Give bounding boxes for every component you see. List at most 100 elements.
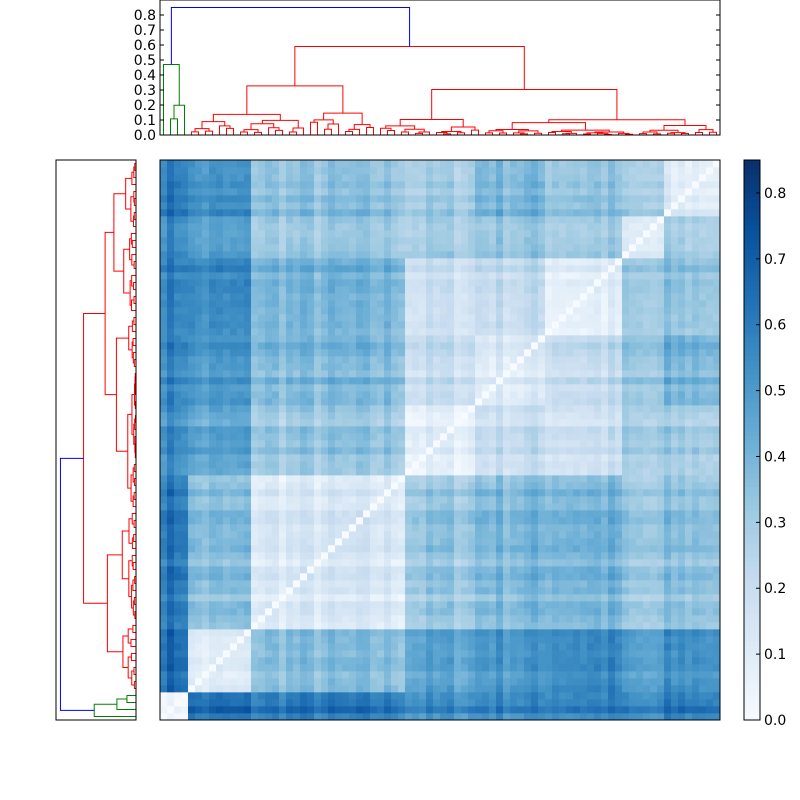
heatmap-cell (258, 328, 266, 336)
heatmap-cell (664, 503, 672, 511)
heatmap-cell (510, 713, 518, 721)
heatmap-cell (601, 629, 609, 637)
heatmap-cell (524, 538, 532, 546)
heatmap-cell (461, 454, 469, 462)
heatmap-cell (258, 377, 266, 385)
heatmap-cell (706, 482, 714, 490)
heatmap-cell (713, 384, 721, 392)
heatmap-cell (482, 622, 490, 630)
heatmap-cell (279, 321, 287, 329)
heatmap-cell (678, 377, 686, 385)
heatmap-cell (412, 426, 420, 434)
heatmap-cell (524, 391, 532, 399)
heatmap-cell (503, 307, 511, 315)
heatmap-cell (363, 559, 371, 567)
heatmap-cell (629, 587, 637, 595)
heatmap-cell (167, 699, 175, 707)
heatmap-cell (482, 307, 490, 315)
heatmap-cell (342, 573, 350, 581)
heatmap-cell (559, 650, 567, 658)
heatmap-cell (181, 349, 189, 357)
heatmap-cell (237, 300, 245, 308)
heatmap-cell (678, 510, 686, 518)
heatmap-cell (426, 496, 434, 504)
heatmap-cell (699, 314, 707, 322)
heatmap-cell (671, 559, 679, 567)
heatmap-cell (223, 440, 231, 448)
heatmap-cell (209, 545, 217, 553)
heatmap-cell (237, 328, 245, 336)
heatmap-cell (356, 454, 364, 462)
heatmap-cell (643, 454, 651, 462)
heatmap-cell (174, 321, 182, 329)
heatmap-cell (398, 412, 406, 420)
heatmap-cell (454, 629, 462, 637)
heatmap-cell (657, 608, 665, 616)
heatmap-cell (216, 426, 224, 434)
heatmap-cell (573, 461, 581, 469)
heatmap-cell (643, 356, 651, 364)
heatmap-cell (447, 552, 455, 560)
heatmap-cell (363, 363, 371, 371)
heatmap-cell (440, 573, 448, 581)
heatmap-cell (370, 510, 378, 518)
heatmap-cell (202, 370, 210, 378)
heatmap-cell (629, 657, 637, 665)
heatmap-cell (370, 300, 378, 308)
heatmap-cell (405, 307, 413, 315)
heatmap-cell (671, 699, 679, 707)
heatmap-cell (475, 664, 483, 672)
heatmap-cell (216, 356, 224, 364)
heatmap-cell (636, 377, 644, 385)
heatmap-cell (314, 608, 322, 616)
heatmap-cell (223, 566, 231, 574)
heatmap-cell (447, 349, 455, 357)
heatmap-cell (517, 531, 525, 539)
heatmap-cell (167, 664, 175, 672)
heatmap-cell (629, 398, 637, 406)
heatmap-cell (615, 650, 623, 658)
heatmap-cell (580, 566, 588, 574)
heatmap-cell (629, 650, 637, 658)
heatmap-cell (671, 370, 679, 378)
heatmap-cell (328, 335, 336, 343)
heatmap-cell (685, 573, 693, 581)
heatmap-cell (188, 524, 196, 532)
heatmap-cell (559, 573, 567, 581)
heatmap-cell (321, 412, 329, 420)
heatmap-cell (608, 391, 616, 399)
heatmap-cell (265, 496, 273, 504)
heatmap-cell (384, 566, 392, 574)
heatmap-cell (524, 636, 532, 644)
heatmap-cell (678, 622, 686, 630)
heatmap-cell (202, 363, 210, 371)
heatmap-cell (286, 517, 294, 525)
heatmap-cell (272, 503, 280, 511)
heatmap-cell (209, 692, 217, 700)
heatmap-cell (405, 370, 413, 378)
heatmap-cell (510, 615, 518, 623)
heatmap-cell (489, 405, 497, 413)
heatmap-cell (713, 587, 721, 595)
heatmap-cell (384, 671, 392, 679)
heatmap-cell (552, 475, 560, 483)
heatmap-cell (510, 692, 518, 700)
heatmap-cell (321, 566, 329, 574)
heatmap-cell (433, 650, 441, 658)
heatmap-cell (538, 384, 546, 392)
heatmap-cell (328, 678, 336, 686)
heatmap-cell (167, 356, 175, 364)
heatmap-cell (573, 587, 581, 595)
heatmap-cell (440, 440, 448, 448)
heatmap-cell (363, 671, 371, 679)
heatmap-cell (230, 405, 238, 413)
heatmap-cell (650, 342, 658, 350)
heatmap-cell (587, 678, 595, 686)
heatmap-cell (454, 559, 462, 567)
heatmap-cell (454, 496, 462, 504)
heatmap-cell (643, 524, 651, 532)
heatmap-cell (643, 300, 651, 308)
heatmap-cell (699, 398, 707, 406)
heatmap-cell (405, 594, 413, 602)
heatmap-cell (405, 552, 413, 560)
